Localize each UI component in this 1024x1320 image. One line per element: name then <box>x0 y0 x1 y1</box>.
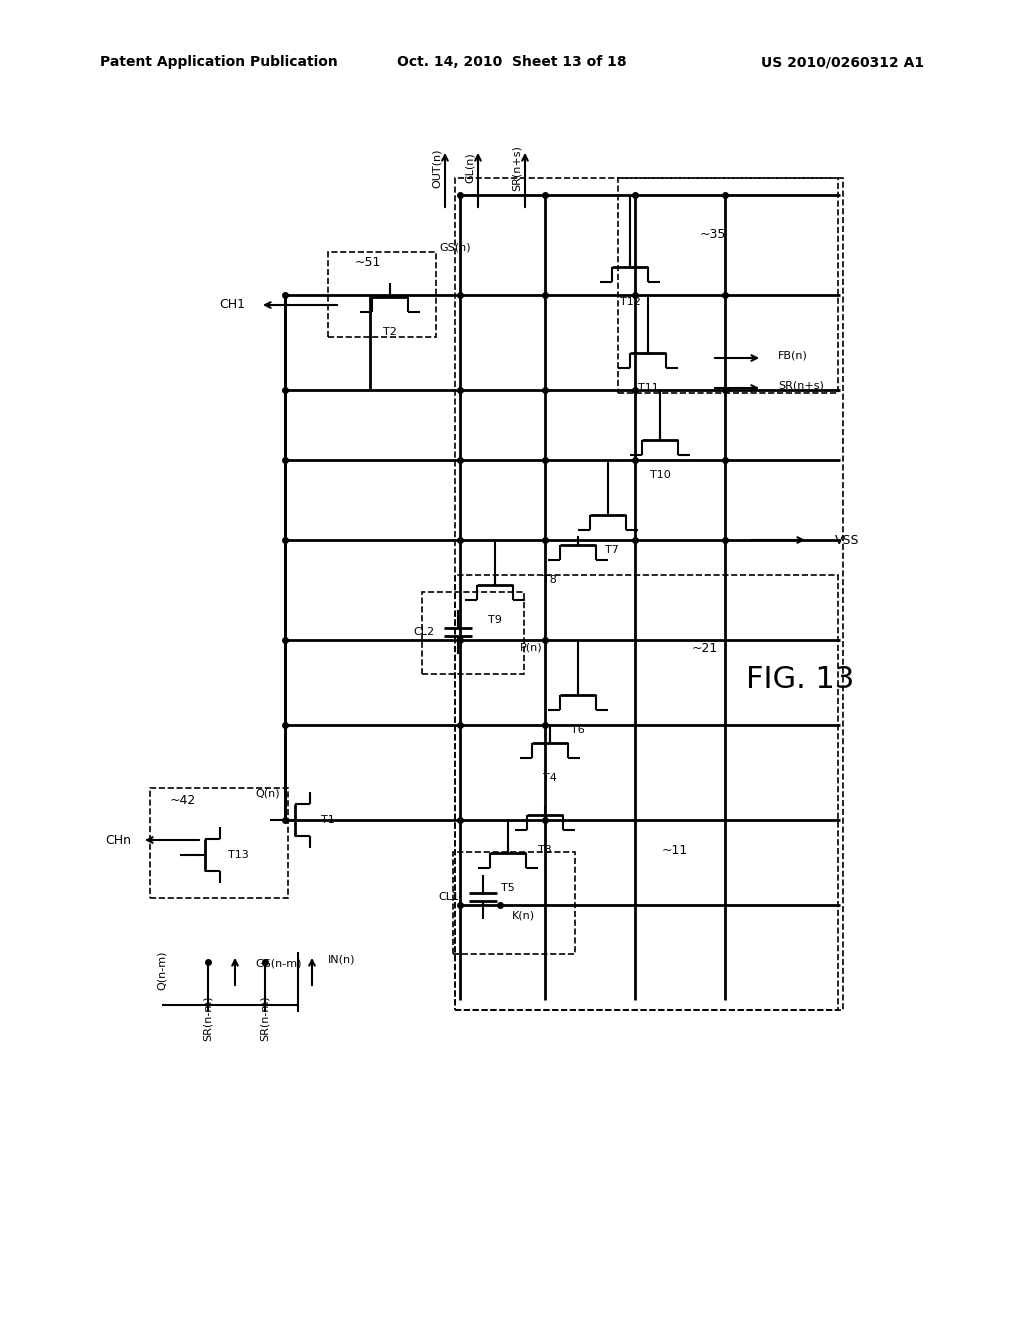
Text: ~35: ~35 <box>700 228 726 242</box>
Text: US 2010/0260312 A1: US 2010/0260312 A1 <box>761 55 924 69</box>
Text: T8: T8 <box>543 576 557 585</box>
Text: T4: T4 <box>543 774 557 783</box>
Text: T1: T1 <box>322 814 335 825</box>
Text: ~21: ~21 <box>692 642 718 655</box>
Text: ~11: ~11 <box>662 843 688 857</box>
Bar <box>150 788 288 898</box>
Text: GS(n-m): GS(n-m) <box>255 958 301 968</box>
Text: IN(n): IN(n) <box>328 954 355 965</box>
Text: CL2: CL2 <box>414 627 434 638</box>
Text: SR(n+s): SR(n+s) <box>778 380 824 389</box>
Text: T7: T7 <box>605 545 618 554</box>
Text: CH1: CH1 <box>219 298 245 312</box>
Text: GL(n): GL(n) <box>465 153 475 183</box>
Text: T12: T12 <box>620 297 640 308</box>
Text: ~42: ~42 <box>170 793 197 807</box>
Text: P(n): P(n) <box>520 643 543 653</box>
Bar <box>455 178 843 1010</box>
Text: OUT(n): OUT(n) <box>432 148 442 187</box>
Text: SR(n-m): SR(n-m) <box>260 995 270 1040</box>
Text: T3: T3 <box>539 845 552 855</box>
Text: SR(n+s): SR(n+s) <box>512 145 522 191</box>
Text: SR(n-m): SR(n-m) <box>203 995 213 1040</box>
Text: T6: T6 <box>571 725 585 735</box>
Text: CL1: CL1 <box>438 892 460 902</box>
Bar <box>422 591 524 675</box>
Text: Q(n-m): Q(n-m) <box>157 950 167 990</box>
Text: Q(n): Q(n) <box>255 788 280 799</box>
Bar <box>455 576 838 1010</box>
Text: FIG. 13: FIG. 13 <box>745 665 854 694</box>
Text: ~51: ~51 <box>355 256 381 268</box>
Text: T9: T9 <box>488 615 502 624</box>
Text: T5: T5 <box>501 883 515 894</box>
Text: T10: T10 <box>649 470 671 480</box>
Text: GS(n): GS(n) <box>439 243 471 253</box>
Text: Oct. 14, 2010  Sheet 13 of 18: Oct. 14, 2010 Sheet 13 of 18 <box>397 55 627 69</box>
Text: K(n): K(n) <box>512 911 536 921</box>
Text: CHn: CHn <box>105 833 131 846</box>
Text: T2: T2 <box>383 327 397 337</box>
Bar <box>453 851 575 954</box>
Bar <box>328 252 436 337</box>
Bar <box>618 178 838 393</box>
Text: T13: T13 <box>227 850 249 861</box>
Text: FB(n): FB(n) <box>778 350 808 360</box>
Text: T11: T11 <box>638 383 658 393</box>
Text: VSS: VSS <box>835 533 859 546</box>
Text: Patent Application Publication: Patent Application Publication <box>100 55 338 69</box>
